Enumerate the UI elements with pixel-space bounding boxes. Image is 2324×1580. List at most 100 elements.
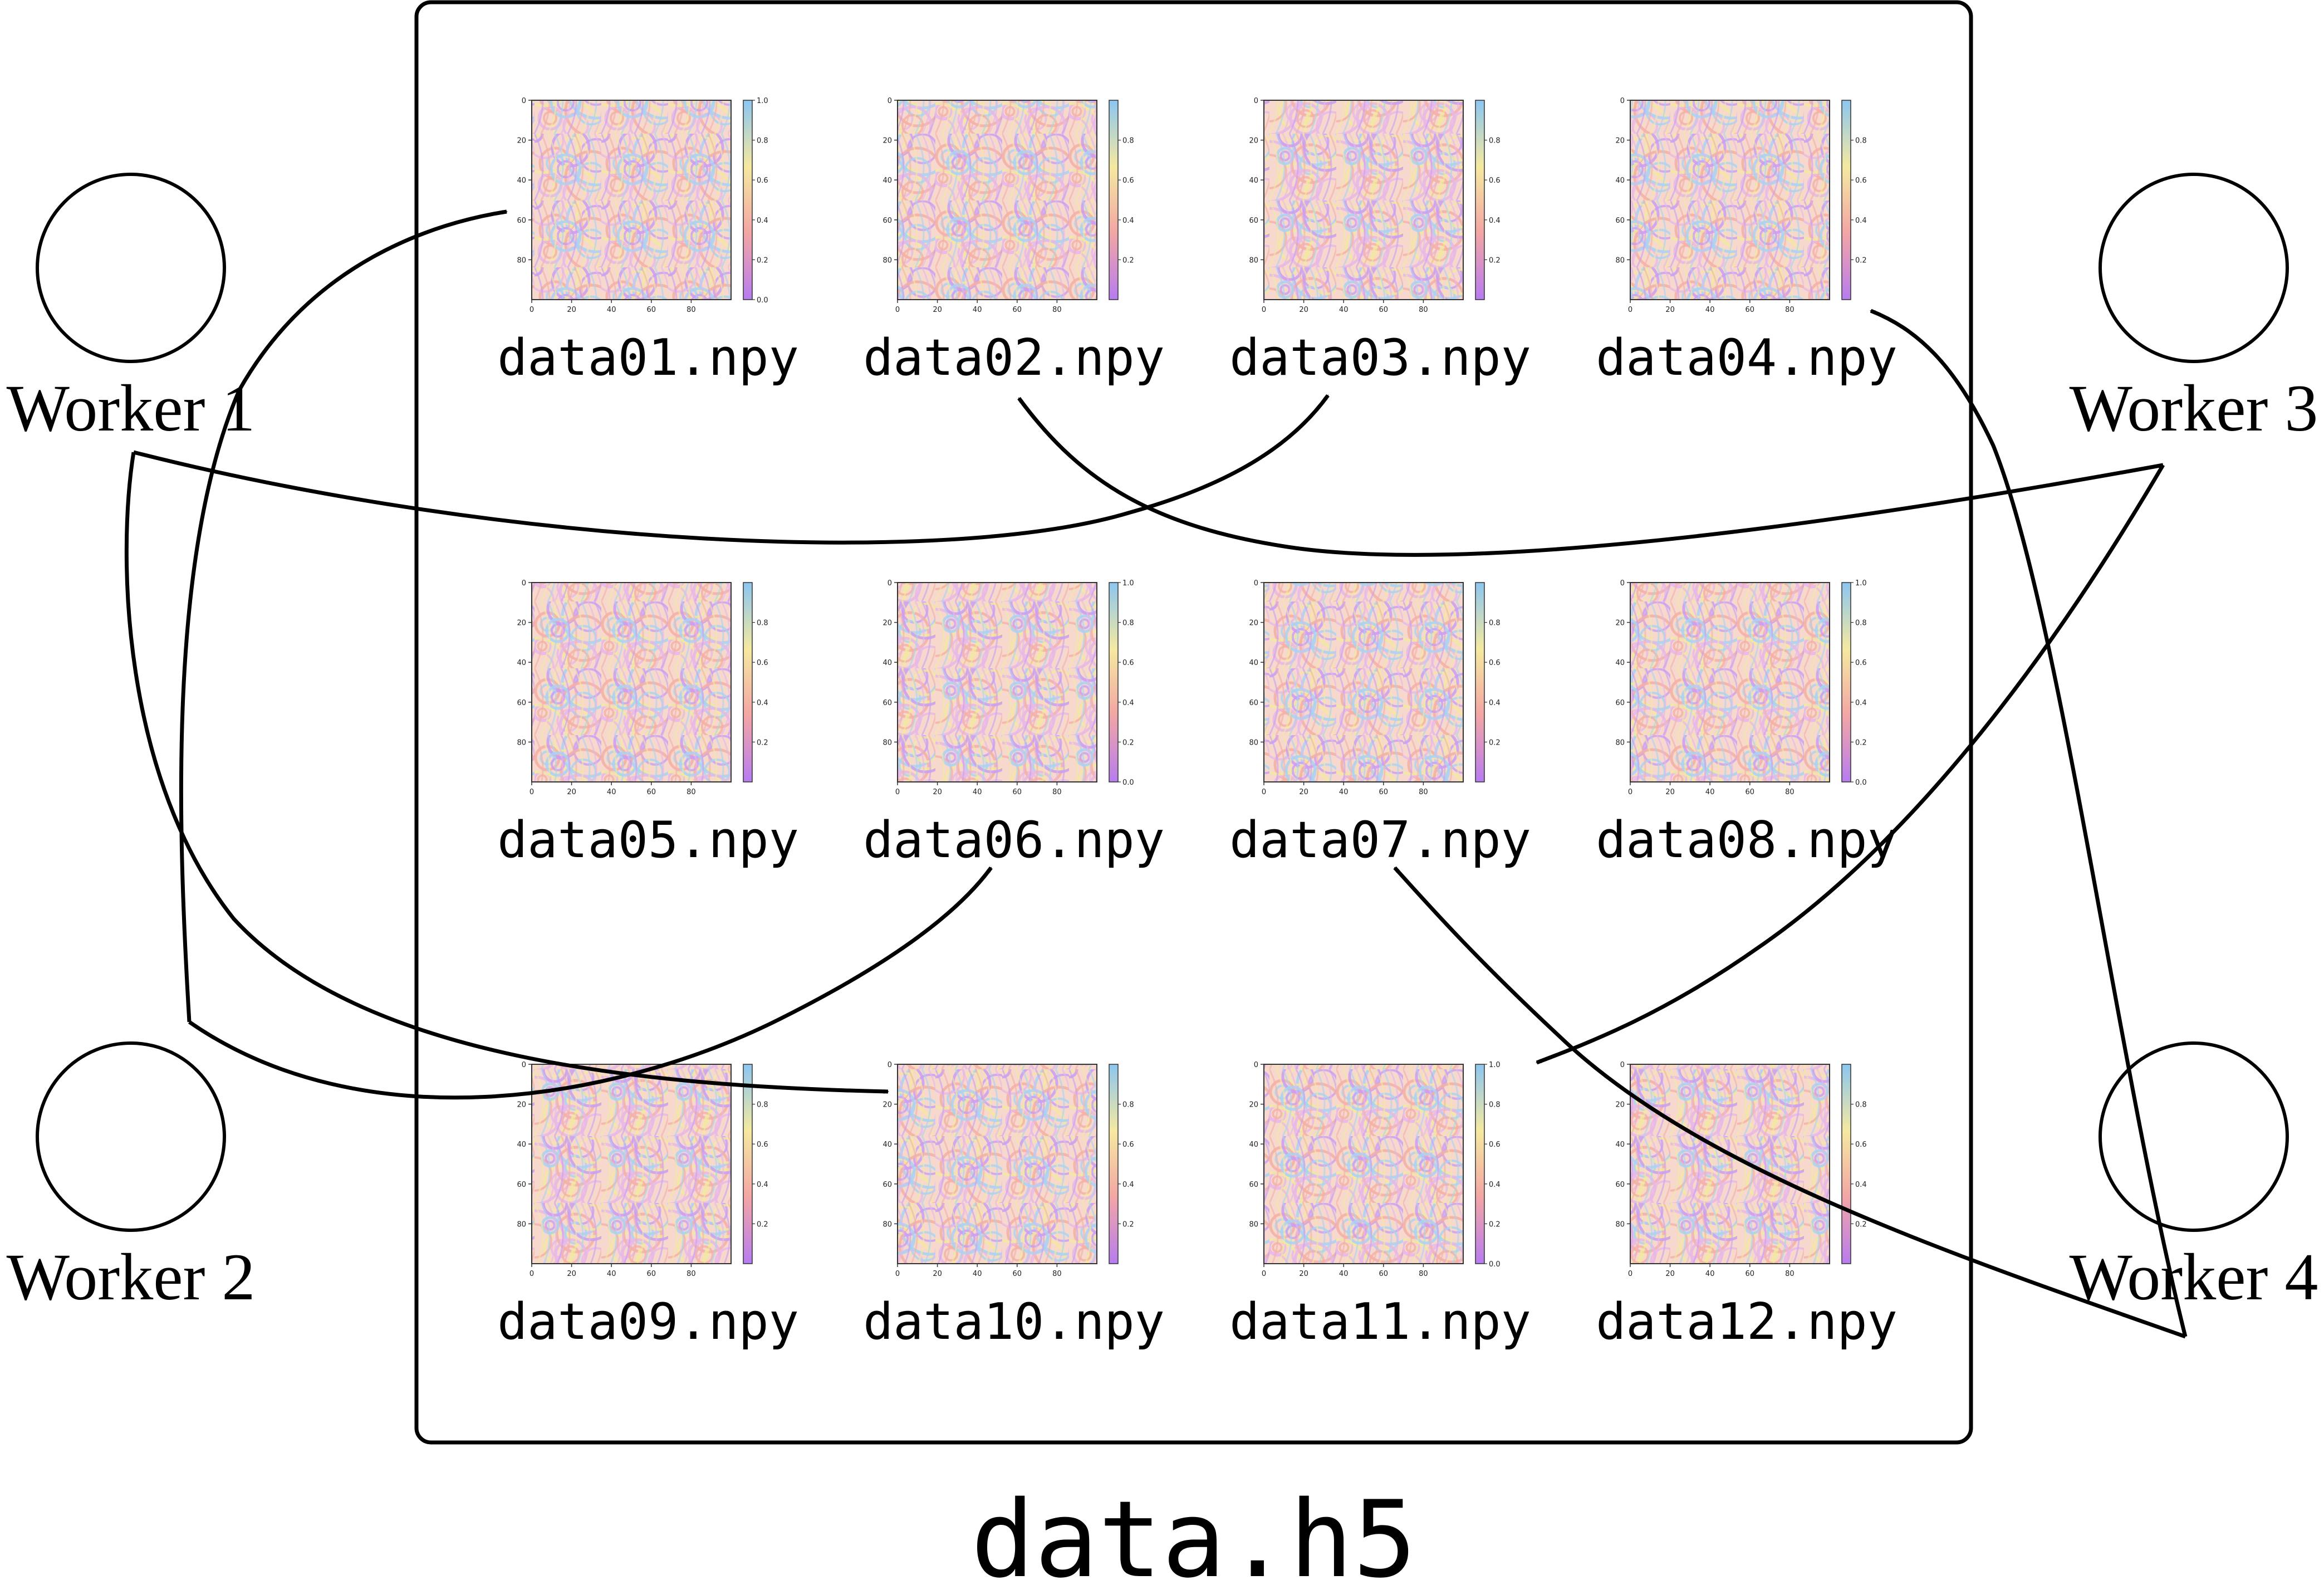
worker-2-circle xyxy=(36,1041,226,1232)
colorbar-tick-label: 1.0 xyxy=(1855,579,1867,588)
heatmap-plot xyxy=(897,1064,1097,1264)
file-label-10: data10.npy xyxy=(863,1293,1165,1351)
y-tick-label: 80 xyxy=(1615,738,1625,747)
colorbar-tick-label: 0.8 xyxy=(1489,1101,1501,1109)
y-tick-label: 20 xyxy=(882,619,892,628)
colorbar-tick-label: 0.6 xyxy=(1122,659,1134,667)
heatmap-plot xyxy=(897,582,1097,782)
x-tick-label: 80 xyxy=(1052,306,1062,314)
y-tick-label: 40 xyxy=(1249,659,1258,667)
y-tick-label: 80 xyxy=(1249,256,1258,265)
x-tick-label: 60 xyxy=(647,306,656,314)
y-tick-label: 20 xyxy=(1249,619,1258,628)
x-tick-label: 0 xyxy=(529,1270,534,1278)
y-tick-label: 60 xyxy=(882,1181,892,1189)
y-tick-label: 60 xyxy=(1615,699,1625,707)
colorbar-tick-label: 0.6 xyxy=(1855,177,1867,185)
colorbar-tick-label: 0.0 xyxy=(1489,1260,1501,1269)
x-tick-label: 40 xyxy=(1339,1270,1349,1278)
y-tick-label: 40 xyxy=(1249,1141,1258,1149)
x-tick-label: 80 xyxy=(1785,788,1795,796)
colorbar-tick-label: 0.8 xyxy=(1122,619,1134,628)
worker-4-circle xyxy=(2099,1041,2289,1232)
y-tick-label: 0 xyxy=(888,97,892,105)
colorbar-tick-label: 0.6 xyxy=(1855,1141,1867,1149)
y-tick-label: 0 xyxy=(522,1061,526,1069)
x-tick-label: 20 xyxy=(1299,788,1308,796)
heatmap-plot xyxy=(1263,100,1464,300)
file-thumbnail-01: 0 20 40 60 80 0 20 40 60 80 0.0 0.2 0.4 0.6 0.8 1.0 data… xyxy=(497,97,799,387)
worker-4-label: Worker 4 xyxy=(2070,1240,2318,1314)
colorbar-tick-label: 0.2 xyxy=(757,256,768,265)
file-label-04: data04.npy xyxy=(1596,329,1898,387)
y-tick-label: 60 xyxy=(1249,1181,1258,1189)
x-tick-label: 0 xyxy=(1628,306,1632,314)
x-tick-label: 60 xyxy=(1013,1270,1022,1278)
archive-label: data.h5 xyxy=(971,1478,1417,1580)
colorbar xyxy=(1109,582,1119,782)
y-tick-label: 80 xyxy=(1615,256,1625,265)
x-tick-label: 40 xyxy=(1705,788,1715,796)
x-tick-label: 20 xyxy=(1665,1270,1675,1278)
x-tick-label: 20 xyxy=(933,1270,942,1278)
colorbar-tick-label: 0.4 xyxy=(757,1181,768,1189)
x-tick-label: 80 xyxy=(1052,1270,1062,1278)
x-tick-label: 60 xyxy=(1746,788,1755,796)
colorbar-tick-label: 0.0 xyxy=(1122,779,1134,787)
file-label-05: data05.npy xyxy=(497,811,799,869)
worker-2-label: Worker 2 xyxy=(7,1240,256,1314)
x-tick-label: 40 xyxy=(607,306,616,314)
file-label-06: data06.npy xyxy=(863,811,1165,869)
y-tick-label: 0 xyxy=(1254,1061,1258,1069)
arrow-worker3-to-data02 xyxy=(1017,397,2164,557)
x-tick-label: 20 xyxy=(1665,306,1675,314)
x-tick-label: 40 xyxy=(973,306,982,314)
arrow-worker2-to-data06 xyxy=(188,866,993,1100)
x-tick-label: 80 xyxy=(1785,1270,1795,1278)
x-tick-label: 20 xyxy=(1299,306,1308,314)
file-thumbnail-03: 0 20 40 60 80 0 20 40 60 80 0.2 0.4 0.6 0.8 data03.npy xyxy=(1229,97,1531,387)
x-tick-label: 40 xyxy=(1705,1270,1715,1278)
heatmap-plot xyxy=(1263,582,1464,782)
y-tick-label: 60 xyxy=(517,1181,526,1189)
x-tick-label: 60 xyxy=(1013,306,1022,314)
colorbar-tick-label: 0.4 xyxy=(1855,217,1867,225)
x-tick-label: 0 xyxy=(1628,788,1632,796)
x-tick-label: 40 xyxy=(607,788,616,796)
file-label-07: data07.npy xyxy=(1229,811,1531,869)
x-tick-label: 0 xyxy=(1262,788,1266,796)
x-tick-label: 0 xyxy=(1262,306,1266,314)
colorbar xyxy=(1475,582,1485,782)
x-tick-label: 20 xyxy=(1665,788,1675,796)
y-tick-label: 60 xyxy=(882,699,892,707)
y-tick-label: 40 xyxy=(882,177,892,185)
file-label-09: data09.npy xyxy=(497,1293,799,1351)
y-tick-label: 20 xyxy=(1615,1101,1625,1109)
y-tick-label: 20 xyxy=(1615,137,1625,145)
arrow-worker3-to-data11 xyxy=(1536,464,2165,1065)
arrow-worker2-to-data01 xyxy=(179,209,508,1023)
y-tick-label: 20 xyxy=(882,137,892,145)
y-tick-label: 0 xyxy=(1620,1061,1625,1069)
colorbar-tick-label: 1.0 xyxy=(1122,579,1134,588)
y-tick-label: 80 xyxy=(517,1220,526,1229)
colorbar xyxy=(1841,100,1851,300)
colorbar-tick-label: 0.0 xyxy=(757,296,768,305)
x-tick-label: 60 xyxy=(1379,306,1389,314)
colorbar-tick-label: 0.6 xyxy=(1122,1141,1134,1149)
y-tick-label: 0 xyxy=(1620,579,1625,588)
colorbar-tick-label: 0.4 xyxy=(1489,217,1501,225)
y-tick-label: 60 xyxy=(1249,217,1258,225)
y-tick-label: 80 xyxy=(1615,1220,1625,1229)
x-tick-label: 20 xyxy=(1299,1270,1308,1278)
colorbar-tick-label: 0.2 xyxy=(1489,256,1501,265)
y-tick-label: 40 xyxy=(517,1141,526,1149)
file-label-11: data11.npy xyxy=(1229,1293,1531,1351)
x-tick-label: 20 xyxy=(933,788,942,796)
x-tick-label: 60 xyxy=(647,1270,656,1278)
file-thumbnail-11: 0 20 40 60 80 0 20 40 60 80 0.0 0.2 0.4 0.6 0.8 1.0 data… xyxy=(1229,1061,1531,1351)
colorbar-tick-label: 0.8 xyxy=(1855,1101,1867,1109)
y-tick-label: 20 xyxy=(1249,1101,1258,1109)
y-tick-label: 20 xyxy=(517,1101,526,1109)
